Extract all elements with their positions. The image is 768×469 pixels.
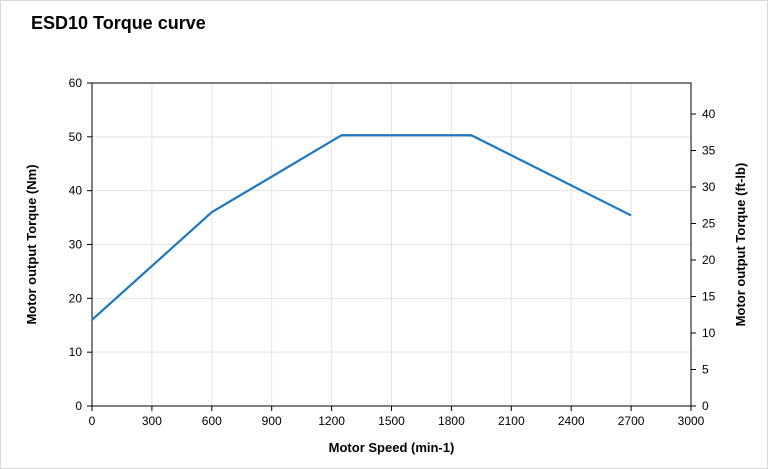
x-tick-label: 1500 — [378, 414, 405, 428]
y2-tick-label: 35 — [702, 144, 716, 158]
x-axis-label: Motor Speed (min-1) — [329, 440, 455, 455]
x-tick-label: 2700 — [618, 414, 645, 428]
y-axis-label: Motor output Torque (Nm) — [24, 164, 39, 324]
y2-tick-label: 30 — [702, 180, 716, 194]
y-tick-label: 0 — [75, 399, 82, 413]
x-tick-label: 2400 — [558, 414, 585, 428]
x-tick-label: 3000 — [678, 414, 705, 428]
y2-tick-label: 40 — [702, 107, 716, 121]
y2-tick-label: 5 — [702, 363, 709, 377]
y-tick-label: 20 — [69, 291, 83, 305]
y2-tick-label: 0 — [702, 399, 709, 413]
x-tick-label: 900 — [262, 414, 282, 428]
y2-tick-label: 15 — [702, 290, 716, 304]
y2-tick-label: 25 — [702, 217, 716, 231]
x-tick-label: 2100 — [498, 414, 525, 428]
x-tick-label: 1200 — [318, 414, 345, 428]
y-tick-label: 40 — [69, 184, 83, 198]
x-tick-label: 1800 — [438, 414, 465, 428]
y-tick-label: 50 — [69, 130, 83, 144]
x-tick-label: 0 — [89, 414, 96, 428]
y-tick-label: 30 — [69, 238, 83, 252]
chart-title: ESD10 Torque curve — [31, 13, 206, 33]
x-tick-label: 300 — [142, 414, 162, 428]
torque-series-line — [91, 134, 632, 321]
y2-axis-label: Motor output Torque (ft-lb) — [733, 163, 748, 327]
y-tick-label: 10 — [69, 345, 83, 359]
y-tick-label: 60 — [69, 76, 83, 90]
y2-tick-label: 20 — [702, 253, 716, 267]
x-tick-label: 600 — [202, 414, 222, 428]
y2-tick-label: 10 — [702, 326, 716, 340]
